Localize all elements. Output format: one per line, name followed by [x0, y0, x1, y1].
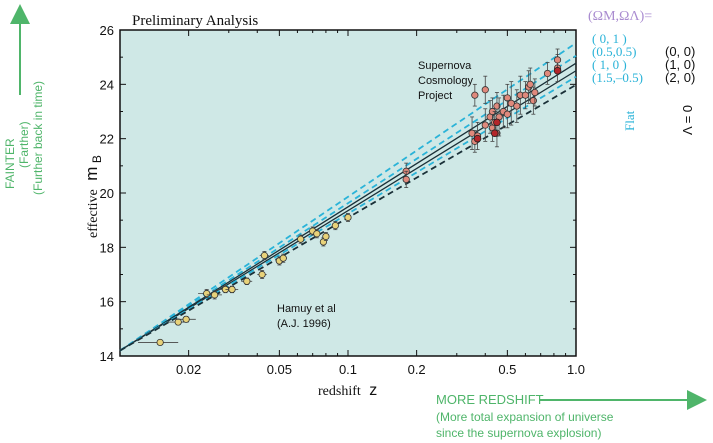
data-point: [174, 318, 182, 326]
project-line-3: Project: [418, 90, 452, 102]
data-point-highlight: [473, 134, 482, 143]
data-point-highlight: [553, 66, 562, 75]
y-tick-label: 20: [100, 186, 114, 201]
project-line-2: Cosmology: [418, 75, 474, 87]
data-point: [258, 270, 266, 279]
legend-lambda-2: (1, 0): [665, 57, 695, 72]
data-point: [260, 251, 269, 260]
legend-flat-3: ( 1, 0 ): [592, 57, 627, 72]
data-point: [156, 338, 164, 347]
y-tick-label: 14: [100, 349, 114, 364]
data-point: [203, 289, 211, 298]
data-point: [211, 291, 219, 299]
data-point: [543, 69, 552, 78]
hamuy-line-2: (A.J. 1996): [277, 318, 331, 330]
data-point: [297, 235, 305, 243]
legend-lambda-1: (0, 0): [665, 44, 695, 59]
x-tick-label: 0.5: [498, 362, 516, 377]
data-point: [526, 80, 534, 88]
x-axis-label-text: redshift: [318, 384, 361, 399]
y-tick-label: 26: [100, 23, 114, 38]
y-tick-label: 16: [100, 295, 114, 310]
y-tick-label: 18: [100, 240, 114, 255]
project-annotation: Supernova Cosmology Project: [418, 60, 476, 102]
y-axis-subscript: B: [90, 155, 104, 163]
legend-flat-label: Flat: [622, 110, 637, 131]
hamuy-line-1: Hamuy et al: [277, 303, 336, 315]
data-point: [322, 232, 330, 241]
redshift-desc-1: (More total expansion of universe: [436, 410, 614, 424]
legend-lambda-entries: (0, 0) (1, 0) (2, 0): [665, 44, 699, 85]
data-point: [493, 102, 501, 110]
data-point: [471, 91, 479, 99]
data-point: [228, 285, 236, 294]
data-point: [331, 222, 339, 230]
data-point-highlight: [490, 129, 499, 138]
data-point: [503, 110, 511, 118]
data-point: [182, 315, 190, 323]
data-point: [531, 88, 539, 97]
redshift-title: MORE REDSHIFT: [436, 392, 544, 407]
data-point: [402, 175, 410, 184]
data-point: [553, 56, 562, 64]
legend-lambda-3: (2, 0): [665, 70, 695, 85]
data-point: [513, 102, 521, 110]
fainter-title: FAINTER: [3, 138, 17, 189]
y-tick-label: 24: [100, 77, 114, 92]
data-point: [481, 86, 489, 94]
x-axis-label: redshift z: [318, 382, 377, 399]
legend-lambda-label: Λ = 0: [680, 105, 695, 135]
legend-flat-1: ( 0, 1 ): [592, 31, 627, 46]
axis-ticks: 0.02 0.05 0.1 0.2 0.5 1.0 14 16 18 20 22 24 26: [100, 23, 586, 377]
fainter-sub-1: (Farther): [17, 121, 31, 168]
model-line: [119, 42, 577, 352]
redshift-desc-2: since the supernova explosion): [436, 426, 601, 440]
data-point: [481, 121, 489, 129]
y-axis-var: m: [82, 167, 101, 181]
y-tick-label: 22: [100, 132, 114, 147]
y-axis-label-text: effective: [86, 189, 101, 238]
data-point: [313, 230, 321, 238]
data-point: [279, 254, 287, 262]
x-tick-label: 0.05: [267, 362, 292, 377]
data-points: [138, 48, 562, 347]
chart-title: Preliminary Analysis: [132, 13, 258, 29]
data-point: [243, 277, 251, 285]
data-point: [529, 97, 537, 105]
x-tick-label: 1.0: [567, 362, 585, 377]
x-tick-label: 0.2: [408, 362, 426, 377]
data-point-highlight: [493, 118, 501, 127]
legend-flat-entries: ( 0, 1 ) (0.5,0.5) ( 1, 0 ) (1.5,–0.5): [592, 31, 643, 85]
y-axis-label: effective m B: [82, 155, 104, 238]
redshift-desc: (More total expansion of universe since …: [436, 410, 617, 440]
project-line-1: Supernova: [418, 60, 472, 72]
legend-flat-2: (0.5,0.5): [592, 44, 636, 59]
legend-header: (ΩM,ΩΛ)=: [588, 9, 652, 24]
x-tick-label: 0.02: [176, 362, 201, 377]
fainter-sub-2: (Further back in time): [31, 81, 45, 195]
legend-flat-4: (1.5,–0.5): [592, 70, 643, 85]
data-point: [344, 213, 352, 222]
hamuy-annotation: Hamuy et al (A.J. 1996): [277, 303, 339, 330]
x-tick-label: 0.1: [339, 362, 357, 377]
data-point: [521, 91, 530, 99]
x-axis-var: z: [369, 382, 377, 399]
